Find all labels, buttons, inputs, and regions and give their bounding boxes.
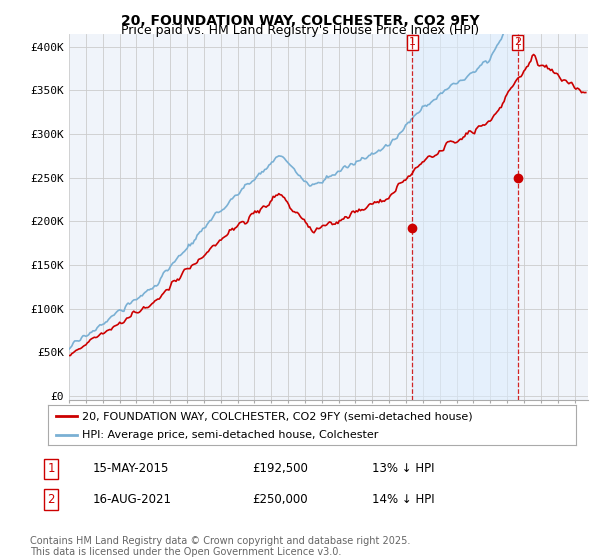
Text: 1: 1	[47, 462, 55, 475]
Text: 20, FOUNDATION WAY, COLCHESTER, CO2 9FY (semi-detached house): 20, FOUNDATION WAY, COLCHESTER, CO2 9FY …	[82, 411, 473, 421]
Text: 14% ↓ HPI: 14% ↓ HPI	[372, 493, 434, 506]
Text: £250,000: £250,000	[252, 493, 308, 506]
Text: 2: 2	[514, 38, 521, 48]
Text: 2: 2	[47, 493, 55, 506]
Text: 15-MAY-2015: 15-MAY-2015	[93, 462, 169, 475]
Text: 20, FOUNDATION WAY, COLCHESTER, CO2 9FY: 20, FOUNDATION WAY, COLCHESTER, CO2 9FY	[121, 14, 479, 28]
Text: 16-AUG-2021: 16-AUG-2021	[93, 493, 172, 506]
Text: HPI: Average price, semi-detached house, Colchester: HPI: Average price, semi-detached house,…	[82, 430, 379, 440]
Bar	[412, 34, 518, 400]
Text: Contains HM Land Registry data © Crown copyright and database right 2025.
This d: Contains HM Land Registry data © Crown c…	[30, 535, 410, 557]
Text: 13% ↓ HPI: 13% ↓ HPI	[372, 462, 434, 475]
Text: 1: 1	[409, 38, 416, 48]
Text: £192,500: £192,500	[252, 462, 308, 475]
Text: Price paid vs. HM Land Registry's House Price Index (HPI): Price paid vs. HM Land Registry's House …	[121, 24, 479, 36]
